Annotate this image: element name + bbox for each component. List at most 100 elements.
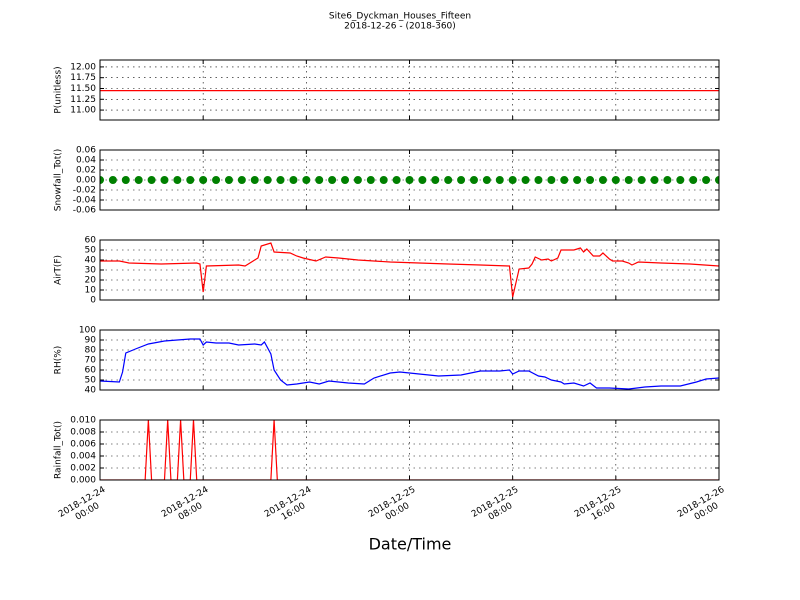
point xyxy=(276,176,285,184)
y-tick-label: 0.000 xyxy=(70,476,96,486)
point xyxy=(160,176,169,184)
point xyxy=(611,176,620,184)
y-tick-label: 11.50 xyxy=(70,84,96,94)
point xyxy=(637,176,646,184)
point xyxy=(237,176,246,184)
y-tick-label: 40 xyxy=(85,256,97,266)
point xyxy=(624,176,633,184)
y-tick-label: 0.02 xyxy=(76,166,96,176)
y-tick-label: -0.02 xyxy=(73,186,96,196)
plot-area xyxy=(100,338,719,390)
y-axis-label: P(unitless) xyxy=(54,66,64,113)
point xyxy=(650,176,659,184)
point xyxy=(100,176,104,184)
point xyxy=(469,176,478,184)
y-tick-label: 0.06 xyxy=(76,146,96,156)
point xyxy=(302,176,311,184)
y-axis-label: Snowfall_Tot() xyxy=(54,149,64,212)
plot-area xyxy=(100,420,719,480)
y-tick-label: 80 xyxy=(85,346,97,356)
y-tick-label: 50 xyxy=(85,376,97,386)
y-tick-label: 30 xyxy=(85,266,97,276)
point xyxy=(186,176,195,184)
y-tick-label: -0.06 xyxy=(73,206,97,216)
y-tick-label: -0.04 xyxy=(73,196,97,206)
point xyxy=(405,176,414,184)
point xyxy=(547,176,556,184)
y-tick-label: 10 xyxy=(85,286,97,296)
point xyxy=(482,176,491,184)
point xyxy=(663,176,672,184)
point xyxy=(199,176,208,184)
y-axis-label: Rainfall_Tot() xyxy=(54,421,64,479)
y-tick-label: 11.25 xyxy=(70,95,96,105)
y-tick-label: 12.00 xyxy=(70,62,96,72)
point xyxy=(676,176,685,184)
y-axis-label: RH(%) xyxy=(54,346,64,375)
y-tick-label: 20 xyxy=(85,276,97,286)
axes-frame xyxy=(99,149,720,211)
point xyxy=(147,176,156,184)
point xyxy=(586,176,595,184)
point xyxy=(392,176,401,184)
y-tick-label: 0.00 xyxy=(76,176,96,186)
point xyxy=(341,176,350,184)
y-tick-label: 40 xyxy=(85,386,97,396)
point xyxy=(444,176,453,184)
point xyxy=(353,176,362,184)
chart-subtitle: 2018-12-26 - (2018-360) xyxy=(344,22,456,32)
plot-area xyxy=(100,176,719,184)
point xyxy=(263,176,272,184)
line xyxy=(100,242,719,298)
point xyxy=(379,176,388,184)
y-tick-label: 0 xyxy=(90,296,96,306)
point xyxy=(573,176,582,184)
point xyxy=(534,176,543,184)
point xyxy=(121,176,130,184)
y-tick-label: 0.008 xyxy=(70,428,96,438)
point xyxy=(134,176,143,184)
y-tick-label: 0.004 xyxy=(70,452,96,462)
axes-frame xyxy=(99,419,720,481)
y-axis-label: AirT(F) xyxy=(54,255,64,285)
y-tick-label: 100 xyxy=(79,326,96,336)
point xyxy=(289,176,298,184)
y-tick-label: 0.04 xyxy=(76,156,96,166)
y-tick-label: 60 xyxy=(85,236,97,246)
plot-area xyxy=(100,242,719,298)
x-axis-label: Date/Time xyxy=(369,535,452,554)
point xyxy=(495,176,504,184)
point xyxy=(250,176,259,184)
point xyxy=(715,176,719,184)
line xyxy=(100,338,719,390)
point xyxy=(521,176,530,184)
line xyxy=(100,420,719,480)
y-tick-label: 11.00 xyxy=(70,106,96,116)
point xyxy=(431,176,440,184)
y-tick-label: 0.010 xyxy=(70,416,96,426)
y-tick-label: 60 xyxy=(85,366,97,376)
point xyxy=(328,176,337,184)
y-tick-label: 50 xyxy=(85,246,97,256)
axes-frame xyxy=(99,329,720,391)
point xyxy=(508,176,517,184)
y-tick-label: 70 xyxy=(85,356,97,366)
y-tick-label: 0.002 xyxy=(70,464,96,474)
point xyxy=(366,176,375,184)
point xyxy=(212,176,221,184)
point xyxy=(418,176,427,184)
y-tick-label: 11.75 xyxy=(70,73,96,83)
point xyxy=(108,176,117,184)
y-tick-label: 0.006 xyxy=(70,440,96,450)
point xyxy=(598,176,607,184)
point xyxy=(702,176,711,184)
point xyxy=(224,176,233,184)
point xyxy=(173,176,182,184)
point xyxy=(457,176,466,184)
y-tick-label: 90 xyxy=(85,336,97,346)
point xyxy=(315,176,324,184)
chart-title: Site6_Dyckman_Houses_Fifteen xyxy=(329,12,471,22)
axes-frame xyxy=(99,239,720,301)
